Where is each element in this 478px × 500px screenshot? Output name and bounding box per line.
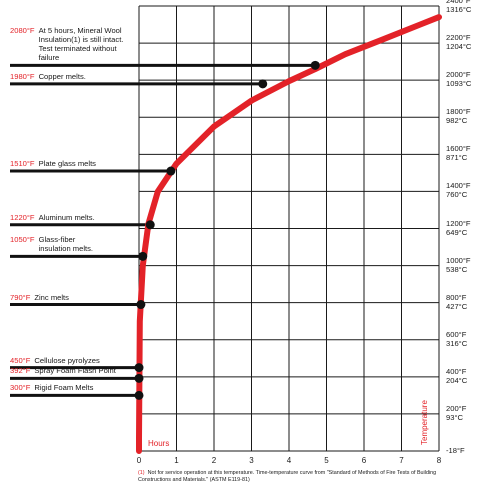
annotation-description: Plate glass melts (38, 159, 96, 169)
y-tick-label: 400°F 204°C (446, 367, 467, 385)
y-tick-fahrenheit: 1800°F (446, 107, 471, 117)
y-tick-fahrenheit: 600°F (446, 329, 467, 339)
y-tick-label: 600°F 316°C (446, 330, 467, 348)
y-tick-label: 1000°F 538°C (446, 256, 471, 274)
y-tick-fahrenheit: 2400°F (446, 0, 471, 5)
x-tick-label: 2 (211, 456, 217, 465)
annotation-temperature: 1510°F (10, 159, 35, 169)
y-tick-celsius: 538°C (446, 264, 468, 274)
y-tick-celsius: 760°C (446, 190, 468, 200)
y-tick-label: 2000°F 1093°C (446, 70, 471, 88)
y-tick-label: 200°F 93°C (446, 404, 466, 422)
x-tick-label: 5 (324, 456, 329, 465)
y-tick-fahrenheit: 2200°F (446, 33, 471, 43)
y-tick-label: 1400°F 760°C (446, 181, 471, 199)
annotation-temperature: 1220°F (10, 212, 35, 222)
y-tick-label: 1200°F 649°C (446, 219, 471, 237)
y-tick-fahrenheit: 1200°F (446, 218, 471, 228)
annotation-temperature: 1050°F (10, 235, 35, 245)
y-tick-fahrenheit: 1000°F (446, 255, 471, 265)
annotation-temperature: 790°F (10, 292, 31, 302)
annotation: 1510°F Plate glass melts (10, 159, 96, 168)
annotation-description: At 5 hours, Mineral Wool Insulation(1) i… (38, 26, 124, 63)
annotation-description: Aluminum melts. (38, 212, 95, 222)
y-tick-celsius: 1204°C (446, 42, 472, 52)
annotation: 2080°F At 5 hours, Mineral Wool Insulatio… (10, 26, 123, 62)
footnote: (1) Not for service operation at this tem… (138, 470, 448, 484)
y-tick-label: 800°F 427°C (446, 293, 467, 311)
annotation-description: Zinc melts (34, 292, 69, 302)
annotation: 790°F Zinc melts (10, 293, 69, 302)
x-tick-label: 4 (286, 456, 292, 465)
y-tick-label: 2400°F 1316°C (446, 0, 471, 14)
annotation-description: Copper melts. (38, 71, 86, 81)
footnote-text: Not for service operation at this temper… (138, 470, 437, 483)
x-tick-label: 8 (436, 456, 442, 465)
y-tick-celsius: -18°F (446, 446, 465, 455)
annotation: 392°F Spray Foam Flash Point (10, 366, 116, 375)
y-tick-celsius: 649°C (446, 227, 468, 237)
annotation-temperature: 1980°F (10, 71, 35, 81)
annotation: 1050°F Glass-fiber insulation melts. (10, 235, 93, 253)
annotation: 1980°F Copper melts. (10, 72, 86, 81)
annotation-marker (258, 79, 268, 89)
y-tick-fahrenheit: 200°F (446, 403, 467, 413)
x-tick-label: 1 (174, 456, 179, 465)
y-axis-title: Temperature (420, 400, 429, 445)
y-tick-fahrenheit: 400°F (446, 366, 467, 376)
annotation-temperature: 392°F (10, 366, 31, 376)
x-tick-label: 6 (361, 456, 367, 465)
y-tick-fahrenheit: 800°F (446, 292, 467, 302)
y-tick-celsius: 204°C (446, 375, 468, 385)
annotation-marker (138, 251, 148, 261)
y-tick-label: 1800°F 982°C (446, 107, 471, 125)
annotation-description: Rigid Foam Melts (34, 383, 94, 393)
y-tick-fahrenheit: 1400°F (446, 181, 471, 191)
annotation-marker (134, 373, 144, 383)
x-axis-title: Hours (148, 439, 170, 448)
y-tick-fahrenheit: 2000°F (446, 70, 471, 80)
y-tick-celsius: 982°C (446, 116, 468, 126)
annotation-marker (136, 300, 146, 310)
annotation-temperature: 2080°F (10, 26, 35, 36)
annotation-description: Cellulose pyrolyzes (34, 355, 100, 365)
y-tick-label: 1600°F 871°C (446, 144, 471, 162)
annotation: 450°F Cellulose pyrolyzes (10, 356, 100, 365)
y-tick-label: 2200°F 1204°C (446, 33, 471, 51)
annotation-temperature: 300°F (10, 383, 31, 393)
annotation-marker (166, 166, 176, 176)
footnote-marker: (1) (138, 470, 145, 476)
annotation-description: Spray Foam Flash Point (34, 366, 116, 376)
y-tick-celsius: 427°C (446, 301, 468, 311)
y-tick-celsius: 871°C (446, 153, 468, 163)
annotation: 1220°F Aluminum melts. (10, 213, 95, 222)
annotation-temperature: 450°F (10, 355, 31, 365)
annotation-marker (134, 363, 144, 373)
x-tick-label: 3 (249, 456, 254, 465)
y-tick-label: -18°F (446, 446, 465, 455)
y-tick-fahrenheit: 1600°F (446, 144, 471, 154)
y-tick-celsius: 316°C (446, 338, 468, 348)
x-tick-label: 7 (399, 456, 404, 465)
x-tick-label: 0 (136, 456, 142, 465)
annotation-marker (145, 220, 155, 230)
annotation: 300°F Rigid Foam Melts (10, 383, 93, 392)
y-tick-celsius: 1093°C (446, 79, 472, 89)
annotation-marker (134, 390, 144, 400)
y-tick-celsius: 1316°C (446, 5, 472, 14)
annotation-description: Glass-fiber insulation melts. (38, 235, 94, 254)
annotation-marker (310, 60, 320, 70)
y-tick-celsius: 93°C (446, 412, 463, 422)
